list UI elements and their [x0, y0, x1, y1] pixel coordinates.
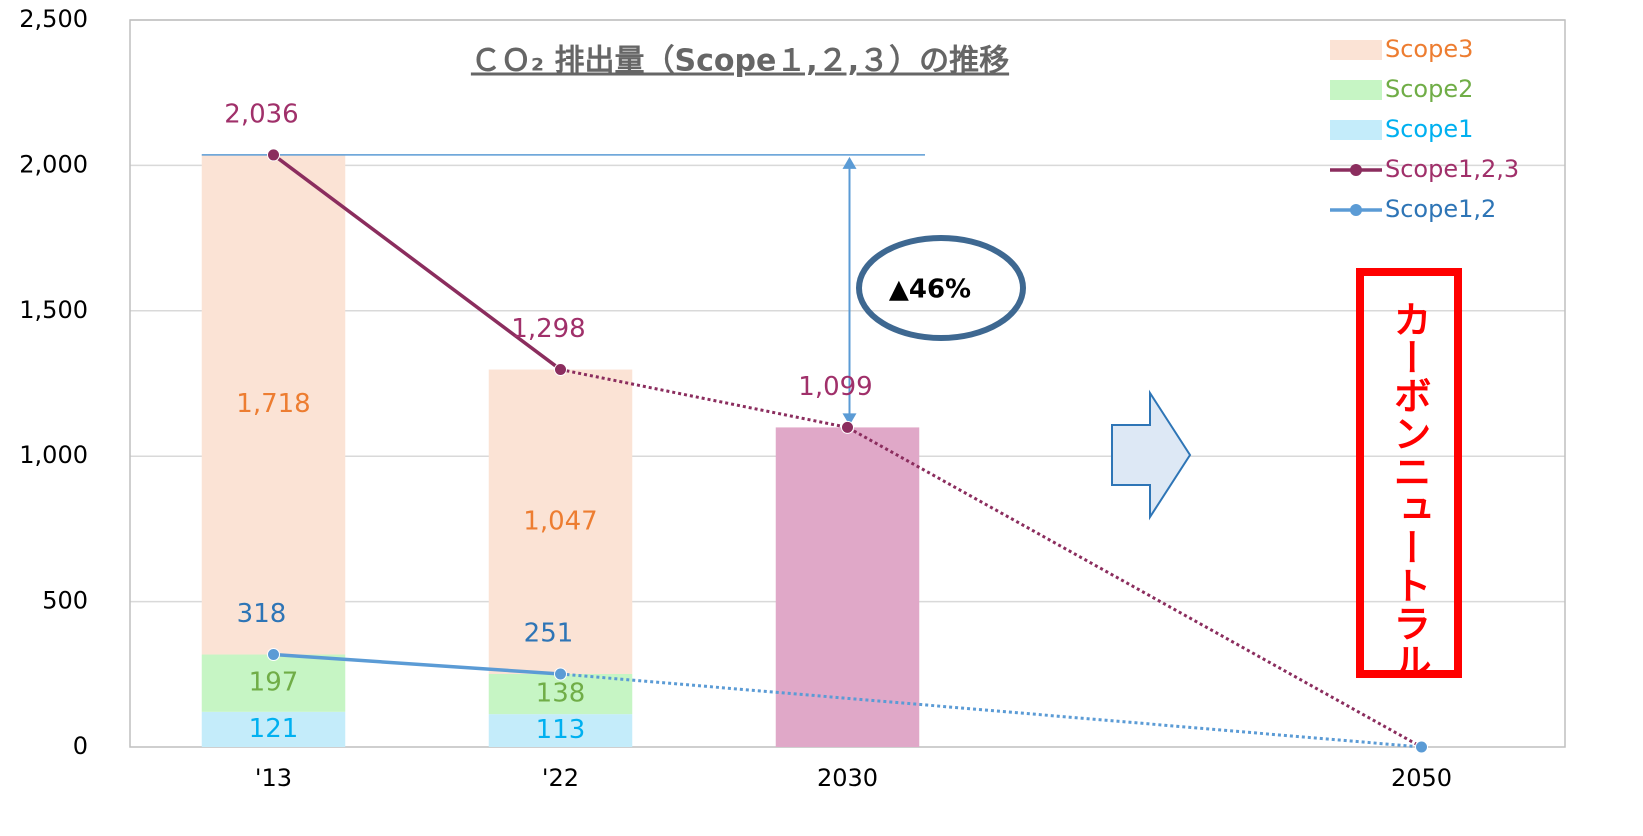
goal-label: カーボンニュートラル — [1387, 300, 1431, 680]
marker — [841, 420, 854, 434]
bar-label: 113 — [536, 715, 586, 745]
line — [272, 153, 562, 371]
bar — [201, 711, 346, 747]
goal-box — [1356, 268, 1462, 678]
legend-label: Scope1,2 — [1385, 195, 1496, 223]
bar — [201, 654, 346, 712]
y-tick-label: 2,500 — [19, 5, 88, 33]
ellipse — [856, 235, 1026, 341]
marker — [554, 363, 567, 377]
x-tick-label: '22 — [542, 764, 579, 792]
legend-label: Scope1 — [1385, 115, 1473, 143]
marker — [267, 648, 280, 662]
projection-line — [560, 672, 1422, 749]
projection-line — [560, 368, 1423, 749]
legend-swatch — [1330, 120, 1382, 140]
x-tick-label: 2030 — [817, 764, 878, 792]
marker — [267, 148, 280, 162]
bar-label: 1,047 — [523, 506, 597, 536]
bar — [775, 427, 920, 747]
point-label: 2,036 — [224, 99, 298, 129]
bar-label: 1,718 — [236, 389, 310, 419]
legend-swatch — [1350, 204, 1362, 216]
point-label: 1,298 — [511, 314, 585, 344]
y-tick-label: 2,000 — [19, 150, 88, 178]
arrow-shape — [1111, 389, 1192, 521]
line — [273, 652, 561, 676]
bar — [488, 714, 633, 747]
legend-label: Scope3 — [1385, 35, 1473, 63]
reduction-label: ▲46% — [889, 275, 971, 305]
y-tick-label: 1,500 — [19, 296, 88, 324]
point-label: 251 — [524, 619, 574, 649]
legend-label: Scope1,2,3 — [1385, 155, 1519, 183]
arrow-head — [842, 413, 857, 426]
legend-swatch — [1330, 80, 1382, 100]
y-tick-label: 0 — [73, 732, 88, 760]
point-label: 1,099 — [798, 372, 872, 402]
marker — [554, 667, 567, 681]
bar — [488, 369, 633, 675]
x-tick-label: 2050 — [1391, 764, 1452, 792]
legend-swatch — [1350, 164, 1362, 176]
arrow-head — [842, 156, 857, 169]
bar-label: 121 — [249, 714, 299, 744]
marker — [1415, 740, 1428, 754]
legend-swatch — [1330, 40, 1382, 60]
bar — [201, 154, 346, 655]
y-tick-label: 1,000 — [19, 441, 88, 469]
point-label: 318 — [237, 599, 287, 629]
legend-label: Scope2 — [1385, 75, 1473, 103]
bar — [488, 674, 633, 715]
bar-label: 197 — [249, 668, 299, 698]
y-tick-label: 500 — [42, 587, 88, 615]
chart-title: ＣＯ₂ 排出量（Scope１,２,３）の推移 — [471, 44, 1009, 79]
plot: 0 500 1,000 1,500 2,000 2,500 '13 '22 2030 2050 12… — [19, 5, 1566, 792]
x-tick-label: '13 — [255, 764, 292, 792]
bar-label: 138 — [536, 679, 586, 709]
